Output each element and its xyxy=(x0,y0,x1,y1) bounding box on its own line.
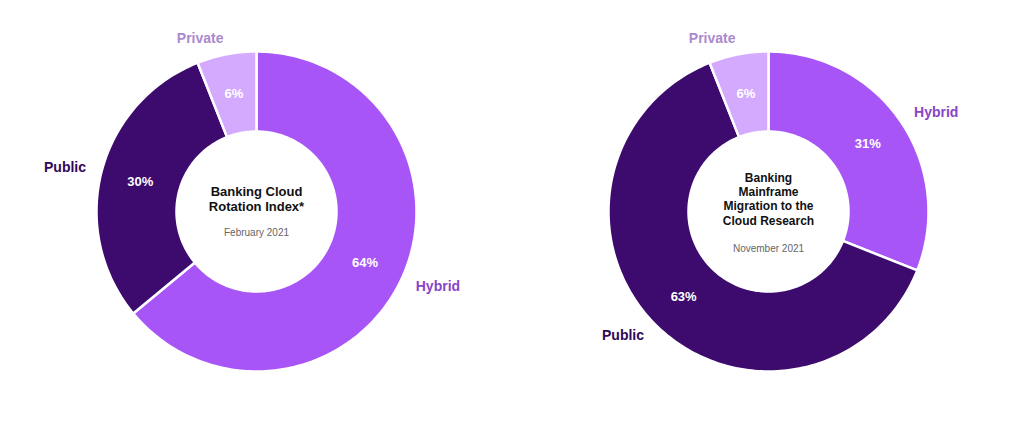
svg-text:6%: 6% xyxy=(737,85,756,100)
svg-text:6%: 6% xyxy=(225,85,244,100)
svg-text:Public: Public xyxy=(44,159,86,175)
svg-text:Hybrid: Hybrid xyxy=(914,104,958,120)
svg-text:Public: Public xyxy=(602,327,644,343)
svg-text:Private: Private xyxy=(177,30,224,46)
svg-text:November 2021: November 2021 xyxy=(733,242,805,253)
svg-text:BankingMainframeMigration to t: BankingMainframeMigration to theCloud Re… xyxy=(723,170,814,227)
svg-text:Hybrid: Hybrid xyxy=(416,277,460,293)
svg-text:64%: 64% xyxy=(352,254,378,269)
svg-text:Private: Private xyxy=(689,30,736,46)
svg-text:63%: 63% xyxy=(671,288,697,303)
svg-text:31%: 31% xyxy=(855,136,881,151)
svg-text:Banking CloudRotation Index*: Banking CloudRotation Index* xyxy=(209,183,305,214)
svg-text:30%: 30% xyxy=(127,173,153,188)
svg-text:February 2021: February 2021 xyxy=(224,227,289,238)
